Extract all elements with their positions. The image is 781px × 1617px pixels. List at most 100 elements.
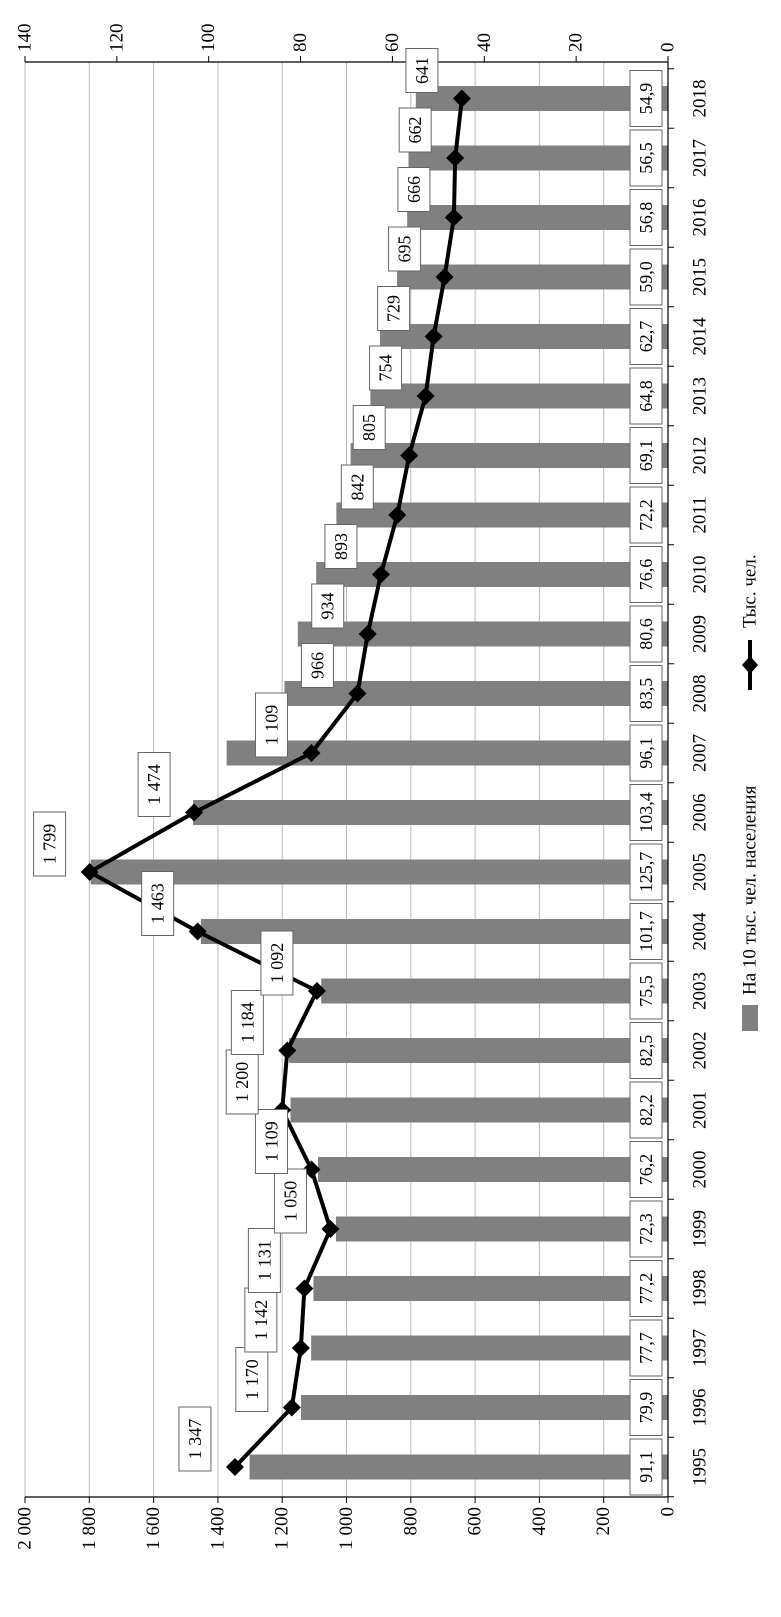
line-value-label-2002: 1 184: [237, 1002, 257, 1043]
line-marker-2000: [302, 1160, 321, 1179]
line-marker-1999: [321, 1220, 340, 1238]
left-axis-tick-label: 1 200: [272, 1507, 293, 1550]
category-label-2005: 2005: [690, 853, 711, 891]
right-axis-tick-label: 80: [290, 33, 311, 52]
category-label-2007: 2007: [690, 734, 711, 772]
bar-value-box: [629, 665, 663, 722]
line-marker-1995: [225, 1458, 244, 1476]
bar-1999: [335, 1216, 668, 1242]
bar-value-box: [629, 1141, 663, 1198]
legend-label-line: Тыс. чел.: [740, 554, 761, 628]
line-marker-2018: [452, 89, 471, 108]
right-axis-tick-label: 20: [566, 33, 587, 52]
line-value-label-2006: 1 474: [144, 764, 164, 805]
bar-value-label-2002: 82,5: [636, 1035, 656, 1067]
right-axis-tick-label: 100: [198, 24, 219, 53]
line-marker-2012: [400, 446, 419, 465]
bar-value-label-1996: 79,9: [636, 1392, 656, 1424]
bar-value-box: [629, 70, 663, 127]
legend-swatch-marker: [742, 656, 758, 674]
line-value-box: [369, 345, 403, 391]
bar-value-box: [629, 189, 663, 246]
line-value-box: [254, 1109, 288, 1174]
category-label-2014: 2014: [690, 317, 711, 356]
category-label-2000: 2000: [690, 1151, 711, 1189]
line-marker-2017: [446, 149, 465, 167]
line-value-label-2011: 842: [347, 474, 367, 501]
line-value-box: [388, 226, 422, 272]
line-marker-2002: [278, 1041, 297, 1060]
bar-value-box: [629, 248, 663, 306]
right-axis-tick-label: 0: [658, 43, 679, 53]
line-value-box: [405, 48, 439, 93]
line-value-box: [377, 286, 411, 331]
category-label-1997: 1997: [690, 1329, 711, 1367]
category-label-2002: 2002: [690, 1032, 711, 1070]
line-marker-2015: [435, 268, 454, 286]
line-value-label-2009: 934: [318, 593, 338, 620]
line-marker-2009: [358, 625, 377, 643]
bar-value-label-2014: 62,7: [636, 321, 656, 353]
bar-value-label-2012: 69,1: [636, 440, 656, 472]
bar-value-label-2000: 76,2: [636, 1154, 656, 1186]
bar-value-box: [629, 1081, 663, 1139]
left-axis-tick-label: 2 000: [15, 1507, 36, 1550]
line-value-box: [33, 811, 67, 877]
left-axis-tick-label: 400: [529, 1507, 550, 1536]
bar-1998: [313, 1276, 668, 1301]
bar-value-label-2005: 125,7: [636, 852, 656, 893]
category-label-2006: 2006: [690, 794, 711, 832]
category-label-2008: 2008: [690, 675, 711, 713]
line-value-label-1997: 1 142: [251, 1300, 271, 1341]
category-label-1995: 1995: [690, 1448, 711, 1486]
line-marker-1996: [282, 1398, 301, 1417]
bar-value-label-2004: 101,7: [636, 911, 656, 952]
right-axis-tick-label: 40: [474, 33, 495, 52]
category-label-1996: 1996: [690, 1389, 711, 1427]
line-marker-2013: [416, 387, 435, 405]
bar-2008: [284, 681, 668, 706]
left-axis-tick-label: 0: [658, 1507, 679, 1517]
bar-value-label-2018: 54,9: [636, 83, 656, 115]
line-value-box: [311, 583, 345, 629]
bar-value-box: [629, 486, 663, 544]
bar-2013: [370, 383, 668, 409]
line-value-box: [300, 643, 334, 688]
category-label-2013: 2013: [690, 377, 711, 415]
line-value-box: [352, 405, 386, 450]
line-series: [87, 98, 464, 1469]
legend-label-bar: На 10 тыс. чел. населения: [740, 785, 761, 995]
bar-value-box: [629, 546, 663, 603]
line-value-box: [273, 1168, 307, 1234]
right-axis-tick-label: 140: [15, 24, 36, 53]
bar-2009: [297, 621, 668, 647]
line-value-label-2000: 1 109: [261, 1121, 281, 1162]
category-label-2015: 2015: [690, 258, 711, 296]
line-value-label-2007: 1 109: [261, 705, 281, 746]
bar-value-box: [629, 843, 663, 901]
line-marker-2008: [348, 684, 367, 703]
bar-value-box: [629, 308, 663, 365]
line-value-box: [260, 930, 294, 996]
line-value-label-2014: 729: [384, 295, 404, 322]
bar-2011: [336, 502, 668, 528]
line-value-label-2008: 966: [307, 652, 327, 679]
bar-value-box: [629, 1438, 663, 1496]
bar-value-label-2013: 64,8: [636, 380, 656, 412]
bar-2000: [318, 1157, 668, 1182]
left-axis-tick-label: 1 800: [79, 1507, 100, 1550]
category-label-2018: 2018: [690, 80, 711, 118]
bar-2014: [380, 324, 668, 349]
right-axis-tick-label: 60: [382, 33, 403, 52]
line-value-box: [230, 990, 264, 1055]
bar-value-box: [629, 962, 663, 1020]
legend: На 10 тыс. чел. населения Тыс. чел.: [740, 554, 761, 1031]
line-value-label-1999: 1 050: [280, 1181, 300, 1222]
line-value-box: [397, 167, 431, 212]
bar-value-box: [629, 1319, 663, 1377]
bar-value-box: [629, 1260, 663, 1317]
line-value-label-1998: 1 131: [254, 1240, 274, 1281]
right-axis-tick-label: 120: [106, 23, 127, 52]
